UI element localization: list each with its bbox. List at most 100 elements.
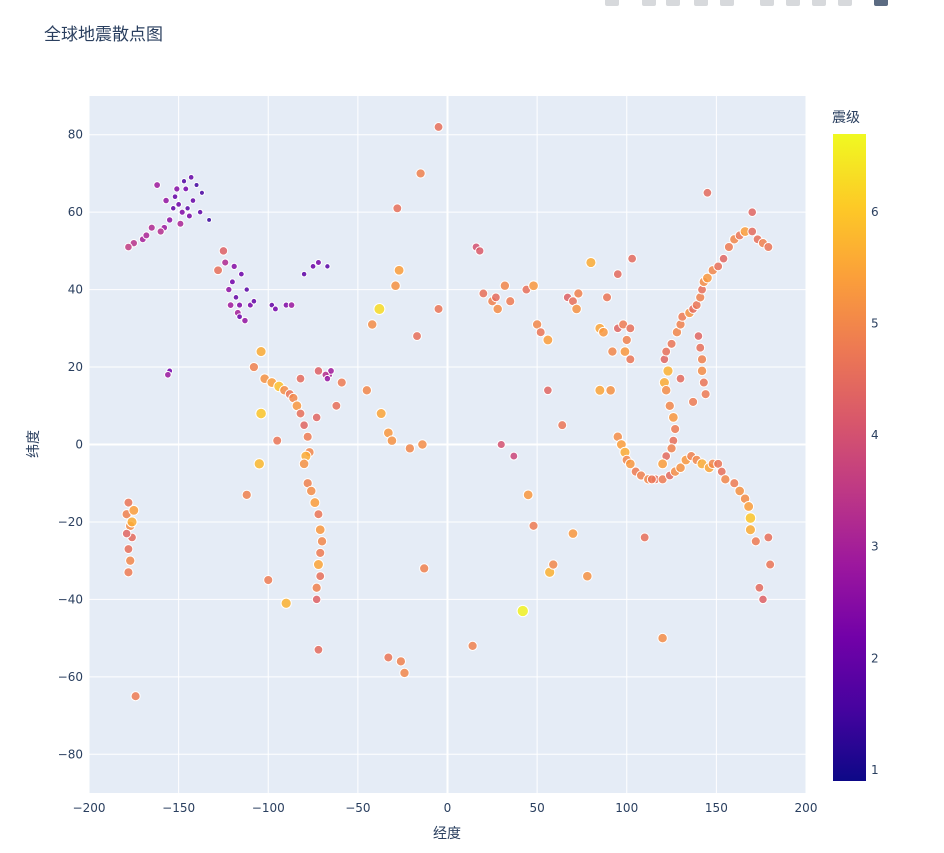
earthquake-point[interactable] xyxy=(228,278,236,286)
earthquake-point[interactable] xyxy=(241,316,249,325)
earthquake-point[interactable] xyxy=(232,294,240,301)
earthquake-point[interactable] xyxy=(395,656,407,667)
earthquake-point[interactable] xyxy=(475,246,485,256)
earthquake-point[interactable] xyxy=(744,512,757,524)
earthquake-point[interactable] xyxy=(316,536,328,547)
earthquake-point[interactable] xyxy=(419,563,430,574)
earthquake-point[interactable] xyxy=(675,373,686,384)
earthquake-point[interactable] xyxy=(528,520,539,531)
earthquake-point[interactable] xyxy=(763,242,774,253)
earthquake-point[interactable] xyxy=(657,458,669,470)
earthquake-point[interactable] xyxy=(314,258,322,267)
earthquake-point[interactable] xyxy=(331,400,342,411)
earthquake-point[interactable] xyxy=(594,384,606,396)
earthquake-point[interactable] xyxy=(180,178,188,185)
earthquake-point[interactable] xyxy=(311,582,322,593)
reset-axes-icon[interactable] xyxy=(838,0,852,6)
earthquake-point[interactable] xyxy=(185,212,193,220)
earthquake-point[interactable] xyxy=(295,408,306,419)
earthquake-point[interactable] xyxy=(153,181,161,189)
earthquake-point[interactable] xyxy=(666,443,677,454)
earthquake-point[interactable] xyxy=(492,303,503,315)
earthquake-point[interactable] xyxy=(271,305,279,313)
earthquake-point[interactable] xyxy=(723,241,734,253)
earthquake-point[interactable] xyxy=(312,559,324,571)
earthquake-point[interactable] xyxy=(696,365,708,377)
earthquake-point[interactable] xyxy=(639,532,650,543)
earthquake-point[interactable] xyxy=(713,261,724,272)
earthquake-point[interactable] xyxy=(255,346,267,358)
earthquake-point[interactable] xyxy=(718,253,729,264)
pan-icon[interactable] xyxy=(666,0,680,6)
earthquake-point[interactable] xyxy=(324,263,331,270)
earthquake-point[interactable] xyxy=(314,524,326,536)
earthquake-point[interactable] xyxy=(373,302,386,315)
earthquake-point[interactable] xyxy=(412,331,422,342)
earthquake-point[interactable] xyxy=(196,208,204,216)
earthquake-point[interactable] xyxy=(621,334,632,346)
earthquake-point[interactable] xyxy=(236,301,244,309)
camera-icon[interactable] xyxy=(605,0,619,6)
earthquake-point[interactable] xyxy=(662,365,674,377)
earthquake-point[interactable] xyxy=(306,485,317,497)
earthquake-point[interactable] xyxy=(336,377,347,388)
earthquake-point[interactable] xyxy=(142,231,151,240)
earthquake-point[interactable] xyxy=(496,439,506,450)
earthquake-point[interactable] xyxy=(516,604,529,618)
earthquake-point[interactable] xyxy=(198,189,205,196)
earthquake-point[interactable] xyxy=(670,423,681,435)
earthquake-point[interactable] xyxy=(491,292,501,303)
earthquake-point[interactable] xyxy=(237,270,245,278)
earthquake-point[interactable] xyxy=(123,497,134,508)
earthquake-point[interactable] xyxy=(171,193,179,200)
earthquake-point[interactable] xyxy=(747,226,758,237)
earthquake-point[interactable] xyxy=(123,544,134,554)
zoom-in-icon[interactable] xyxy=(760,0,774,6)
earthquake-point[interactable] xyxy=(182,185,190,193)
earthquake-point[interactable] xyxy=(702,272,713,284)
earthquake-point[interactable] xyxy=(383,652,394,663)
lasso-select-icon[interactable] xyxy=(720,0,734,6)
zoom-out-icon[interactable] xyxy=(786,0,800,6)
earthquake-point[interactable] xyxy=(226,301,235,309)
earthquake-point[interactable] xyxy=(700,389,711,400)
earthquake-point[interactable] xyxy=(248,361,260,373)
earthquake-point[interactable] xyxy=(612,269,623,279)
earthquake-point[interactable] xyxy=(366,319,378,330)
earthquake-point[interactable] xyxy=(124,242,133,252)
earthquake-point[interactable] xyxy=(287,301,296,309)
earthquake-point[interactable] xyxy=(164,370,172,379)
earthquake-point[interactable] xyxy=(750,536,761,547)
earthquake-point[interactable] xyxy=(747,207,758,217)
earthquake-point[interactable] xyxy=(123,567,134,578)
earthquake-point[interactable] xyxy=(299,420,309,430)
earthquake-point[interactable] xyxy=(625,323,636,334)
earthquake-point[interactable] xyxy=(206,216,213,223)
earthquake-point[interactable] xyxy=(542,334,554,346)
earthquake-point[interactable] xyxy=(695,342,706,353)
earthquake-point[interactable] xyxy=(499,280,511,291)
earthquake-point[interactable] xyxy=(624,458,636,470)
earthquake-point[interactable] xyxy=(557,420,568,431)
earthquake-point[interactable] xyxy=(130,691,141,702)
earthquake-point[interactable] xyxy=(605,384,616,396)
earthquake-point[interactable] xyxy=(175,201,183,208)
earthquake-point[interactable] xyxy=(467,640,478,651)
earthquake-point[interactable] xyxy=(543,385,553,396)
earthquake-point[interactable] xyxy=(754,582,765,593)
earthquake-point[interactable] xyxy=(598,326,609,338)
plotly-logo-icon[interactable] xyxy=(874,0,888,6)
earthquake-point[interactable] xyxy=(280,597,292,609)
earthquake-point[interactable] xyxy=(528,280,539,292)
earthquake-point[interactable] xyxy=(243,286,250,293)
earthquake-point[interactable] xyxy=(478,288,489,299)
earthquake-point[interactable] xyxy=(765,559,776,570)
earthquake-point[interactable] xyxy=(221,258,230,267)
earthquake-point[interactable] xyxy=(178,208,186,216)
earthquake-point[interactable] xyxy=(309,497,321,509)
earthquake-point[interactable] xyxy=(548,559,559,570)
earthquake-point[interactable] xyxy=(392,203,403,214)
earthquake-point[interactable] xyxy=(660,385,672,396)
earthquake-point[interactable] xyxy=(309,262,317,270)
earthquake-point[interactable] xyxy=(169,205,177,212)
